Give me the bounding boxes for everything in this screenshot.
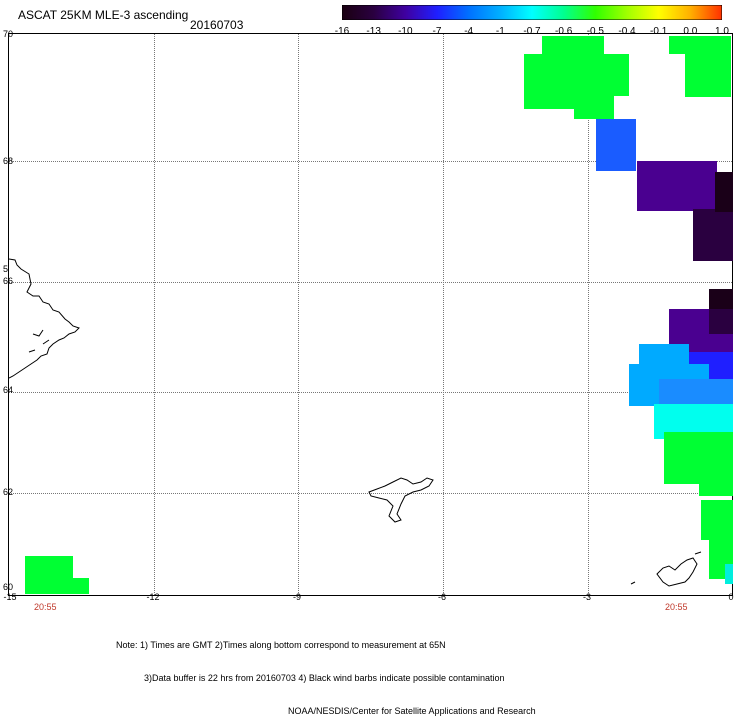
- colorbar-tick-label: -1: [495, 26, 505, 37]
- coastlines: [9, 258, 702, 587]
- lon-label-6: -6: [437, 592, 447, 602]
- swath-cell: [639, 344, 689, 364]
- lat-label-64: 64: [3, 385, 14, 395]
- colorbar-tick-label: -0.5: [586, 26, 604, 37]
- swath-cell: [637, 161, 717, 211]
- colorbar-tick-label: -0.6: [555, 26, 573, 37]
- swath-cell: [669, 36, 731, 54]
- colorbar-tick-label: 0.0: [683, 26, 698, 37]
- colorbar-tick-label: -7: [432, 26, 442, 37]
- colorbar-tick-label: -0.7: [523, 26, 541, 37]
- lat-label-65: 5: [3, 264, 9, 274]
- lat-label-62: 62: [3, 487, 14, 497]
- footnotes: Note: 1) Times are GMT 2)Times along bot…: [116, 618, 536, 728]
- colorbar-tick-label: -13: [366, 26, 381, 37]
- swath-cell: [71, 578, 89, 594]
- colorbar-tick-label: -10: [398, 26, 413, 37]
- lon-label-12: -12: [146, 592, 160, 602]
- lat-label-68: 68: [3, 156, 14, 166]
- swath-cell: [596, 119, 636, 171]
- chart-title: ASCAT 25KM MLE-3 ascending: [18, 8, 189, 22]
- faroe-islands: [368, 477, 434, 523]
- grid-line-lon-6: [443, 34, 444, 595]
- data-swath: [25, 36, 733, 594]
- colorbar: [342, 5, 722, 20]
- time-label-right: 20:55: [665, 602, 688, 612]
- swath-cell: [709, 309, 733, 334]
- swath-cell: [725, 564, 733, 584]
- map-layer: [9, 36, 733, 594]
- colorbar-tick-label: 1.0: [715, 26, 729, 37]
- grid-line-lat-64: [9, 392, 732, 393]
- swath-cell: [701, 500, 733, 540]
- note-line-2: 3)Data buffer is 22 hrs from 20160703 4)…: [144, 673, 505, 683]
- swath-cell: [715, 172, 733, 212]
- grid-line-lon-12: [154, 34, 155, 595]
- time-label-left: 20:55: [34, 602, 57, 612]
- grid-line-lat-62: [9, 493, 732, 494]
- swath-cell: [542, 36, 604, 58]
- colorbar-labels: -16 -13 -10 -7 -4 -1 -0.7 -0.6 -0.5 -0.4 -0.1 0.0 1.…: [330, 26, 740, 38]
- grid-line-lat-66: [9, 282, 732, 283]
- swath-cell: [685, 52, 731, 97]
- note-line-1: Note: 1) Times are GMT 2)Times along bot…: [116, 640, 446, 650]
- lon-label-0: 0: [728, 592, 734, 602]
- chart-date: 20160703: [190, 18, 244, 32]
- lon-label-9: -9: [292, 592, 302, 602]
- note-line-3: NOAA/NESDIS/Center for Satellite Applica…: [288, 706, 536, 716]
- lon-label-15: -15: [3, 592, 17, 602]
- shetland-islands: [656, 557, 698, 587]
- swath-cell: [574, 54, 614, 119]
- map-plot-area: [8, 33, 733, 596]
- swath-cell: [524, 54, 579, 109]
- colorbar-gradient: [342, 5, 722, 20]
- iceland-fjords: [28, 329, 50, 353]
- lon-label-3: -3: [582, 592, 592, 602]
- swath-cell: [25, 556, 73, 594]
- swath-cell: [664, 432, 733, 484]
- colorbar-tick-label: -0.1: [650, 26, 668, 37]
- small-island: [630, 551, 702, 585]
- lat-label-60: 60: [3, 582, 14, 592]
- grid-line-lon-9: [298, 34, 299, 595]
- grid-line-lon-3: [588, 34, 589, 595]
- iceland-east-coast: [9, 258, 80, 379]
- grid-line-lat-68: [9, 161, 732, 162]
- lat-label-70: 70: [3, 29, 14, 39]
- colorbar-tick-label: -0.4: [618, 26, 636, 37]
- colorbar-tick-label: -4: [464, 26, 474, 37]
- swath-cell: [699, 484, 733, 496]
- colorbar-tick-label: -16: [334, 26, 350, 37]
- swath-cell: [693, 209, 733, 261]
- lat-label-66: 66: [3, 276, 14, 286]
- swath-cell: [709, 289, 733, 309]
